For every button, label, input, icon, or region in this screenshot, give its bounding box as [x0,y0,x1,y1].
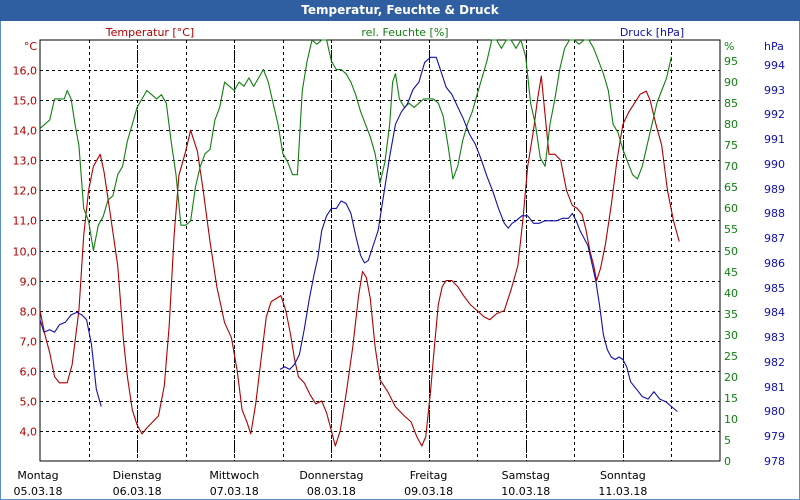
pressure-tick-label: 985 [764,282,785,295]
x-tick-day-label: Montag [17,469,58,482]
temperature-tick-label: 4,0 [20,426,38,439]
humidity-unit-label: % [724,40,734,53]
temperature-series-line [39,75,680,447]
x-tick-date-label: 07.03.18 [210,485,259,498]
temperature-unit-label: °C [24,40,38,53]
humidity-axis-title: rel. Feuchte [%] [361,26,448,39]
pressure-tick-label: 988 [764,207,785,220]
x-tick-date-label: 06.03.18 [113,485,162,498]
humidity-tick-label: 10 [724,413,738,426]
temperature-tick-label: 16,0 [13,65,38,78]
pressure-tick-label: 987 [764,232,785,245]
chart-title: Temperatur, Feuchte & Druck [0,0,800,21]
temperature-tick-label: 9,0 [20,276,38,289]
temperature-tick-label: 8,0 [20,306,38,319]
x-tick-day-label: Mittwoch [209,469,259,482]
x-tick-day-label: Freitag [410,469,448,482]
humidity-tick-label: 95 [724,55,738,68]
temperature-tick-label: 10,0 [13,246,38,259]
pressure-unit-label: hPa [764,40,784,53]
humidity-tick-label: 85 [724,97,738,110]
pressure-tick-label: 978 [764,455,785,468]
humidity-tick-label: 80 [724,118,738,131]
pressure-tick-label: 993 [764,84,785,97]
x-tick-date-label: 10.03.18 [501,485,550,498]
humidity-tick-label: 20 [724,371,738,384]
x-tick-day-label: Donnerstag [299,469,363,482]
humidity-tick-label: 35 [724,308,738,321]
humidity-tick-label: 90 [724,76,738,89]
humidity-tick-label: 15 [724,392,738,405]
pressure-tick-label: 992 [764,108,785,121]
temperature-tick-label: 5,0 [20,396,38,409]
humidity-tick-label: 65 [724,181,738,194]
pressure-tick-label: 982 [764,356,785,369]
pressure-tick-label: 981 [764,381,785,394]
temperature-axis-title: Temperatur [°C] [105,26,194,39]
humidity-tick-label: 45 [724,266,738,279]
pressure-series-line [279,56,678,412]
humidity-tick-label: 25 [724,350,738,363]
x-tick-date-label: 11.03.18 [598,485,647,498]
humidity-tick-label: 55 [724,223,738,236]
pressure-tick-label: 980 [764,405,785,418]
temperature-tick-label: 14,0 [13,125,38,138]
pressure-tick-label: 989 [764,183,785,196]
pressure-series-line [39,311,102,407]
x-tick-date-label: 09.03.18 [404,485,453,498]
x-tick-day-label: Dienstag [113,469,162,482]
pressure-tick-label: 983 [764,331,785,344]
humidity-tick-label: 75 [724,139,738,152]
humidity-tick-label: 5 [724,434,731,447]
temperature-tick-label: 6,0 [20,366,38,379]
x-tick-day-label: Sonntag [600,469,646,482]
humidity-series-line [39,39,672,252]
humidity-tick-label: 50 [724,245,738,258]
humidity-tick-label: 0 [724,455,731,468]
pressure-tick-label: 994 [764,59,785,72]
temperature-tick-label: 12,0 [13,185,38,198]
temperature-tick-label: 15,0 [13,95,38,108]
humidity-tick-label: 30 [724,329,738,342]
humidity-tick-label: 40 [724,287,738,300]
temperature-tick-label: 11,0 [13,215,38,228]
pressure-tick-label: 986 [764,257,785,270]
temperature-tick-label: 7,0 [20,336,38,349]
temperature-tick-label: 13,0 [13,155,38,168]
x-tick-date-label: 05.03.18 [14,485,63,498]
pressure-tick-label: 990 [764,158,785,171]
pressure-axis-title: Druck [hPa] [620,26,684,39]
x-tick-date-label: 08.03.18 [307,485,356,498]
humidity-tick-label: 60 [724,202,738,215]
pressure-tick-label: 979 [764,430,785,443]
pressure-tick-label: 984 [764,306,785,319]
x-tick-day-label: Samstag [502,469,550,482]
humidity-tick-label: 70 [724,160,738,173]
pressure-tick-label: 991 [764,133,785,146]
